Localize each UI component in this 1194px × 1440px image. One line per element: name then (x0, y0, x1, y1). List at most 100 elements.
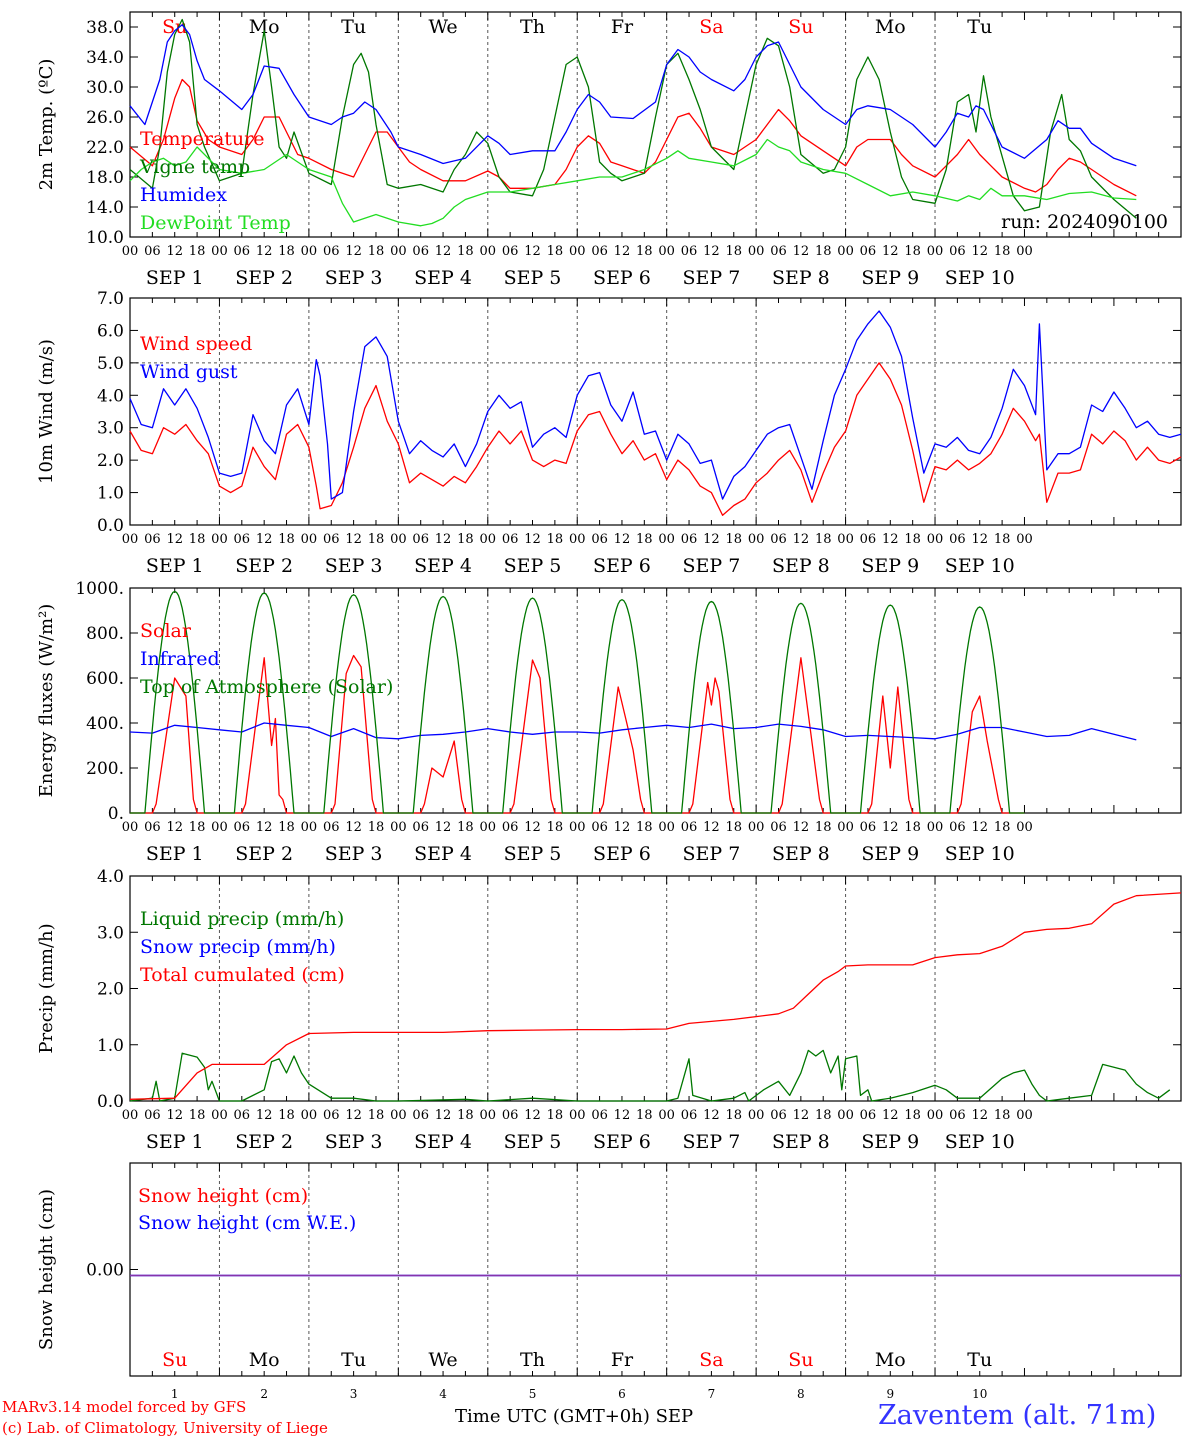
date-label: SEP 4 (414, 555, 472, 577)
day-abbr-top: Su (788, 16, 813, 38)
hour-tick-label: 12 (166, 820, 183, 835)
hour-tick-label: 00 (301, 820, 318, 835)
hour-tick-label: 18 (189, 1108, 206, 1123)
day-number: 8 (797, 1387, 805, 1401)
hour-tick-label: 00 (927, 244, 944, 259)
hour-tick-label: 00 (658, 244, 675, 259)
hour-tick-label: 12 (524, 532, 541, 547)
hour-tick-label: 12 (166, 1108, 183, 1123)
legend-snow_we: Snow height (cm W.E.) (138, 1212, 356, 1234)
hour-tick-label: 00 (837, 532, 854, 547)
date-label: SEP 3 (325, 1131, 383, 1153)
date-label: SEP 7 (682, 1131, 740, 1153)
hour-tick-label: 00 (301, 532, 318, 547)
date-label: SEP 1 (146, 555, 204, 577)
y-tick-label: 30.0 (86, 78, 124, 98)
y-axis-label: Snow height (cm) (36, 1189, 57, 1350)
y-axis-label: 2m Temp. (ºC) (36, 59, 57, 191)
hour-tick-label: 12 (524, 244, 541, 259)
legend-snow: Snow precip (mm/h) (140, 936, 336, 958)
hour-tick-label: 00 (837, 820, 854, 835)
day-abbr-bottom: Tu (967, 1349, 992, 1371)
date-label: SEP 2 (235, 555, 293, 577)
legend-temperature: Temperature (140, 128, 264, 150)
hour-tick-label: 06 (234, 820, 251, 835)
legend-humidex: Humidex (140, 184, 227, 206)
hour-tick-label: 00 (122, 532, 139, 547)
x-axis-title: Time UTC (GMT+0h) SEP (455, 1406, 694, 1427)
hour-tick-label: 12 (256, 532, 273, 547)
hour-tick-label: 12 (882, 244, 899, 259)
y-tick-label: 4.0 (97, 867, 124, 887)
hour-tick-label: 18 (547, 244, 564, 259)
hour-tick-label: 00 (211, 1108, 228, 1123)
hour-tick-label: 06 (412, 820, 429, 835)
y-tick-label: 1000. (75, 579, 124, 599)
hour-tick-label: 06 (502, 1108, 519, 1123)
hour-tick-label: 00 (480, 244, 497, 259)
hour-tick-label: 00 (1016, 1108, 1033, 1123)
hour-tick-label: 00 (658, 1108, 675, 1123)
hour-tick-label: 12 (793, 244, 810, 259)
hour-tick-label: 00 (301, 244, 318, 259)
hour-tick-label: 18 (278, 1108, 295, 1123)
panel-2-frame (129, 297, 1182, 526)
legend-infrared: Infrared (140, 648, 220, 670)
y-tick-label: 6.0 (97, 321, 124, 341)
day-number: 2 (260, 1387, 268, 1401)
hour-tick-label: 06 (770, 1108, 787, 1123)
series-toa (130, 590, 1025, 814)
hour-tick-label: 06 (591, 1108, 608, 1123)
y-tick-label: 5.0 (97, 354, 124, 374)
date-label: SEP 5 (504, 555, 562, 577)
y-tick-label: 0.0 (97, 516, 124, 536)
hour-tick-label: 18 (725, 1108, 742, 1123)
hour-tick-label: 00 (1016, 820, 1033, 835)
y-axis-label: Precip (mm/h) (36, 923, 57, 1053)
day-number: 3 (350, 1387, 358, 1401)
y-tick-label: 0. (108, 804, 124, 824)
day-abbr-bottom: Fr (611, 1349, 634, 1371)
hour-tick-label: 00 (569, 244, 586, 259)
date-label: SEP 10 (945, 1131, 1015, 1153)
hour-tick-label: 00 (569, 1108, 586, 1123)
hour-tick-label: 18 (636, 532, 653, 547)
hour-tick-label: 00 (390, 244, 407, 259)
hour-tick-label: 00 (748, 820, 765, 835)
day-abbr-bottom: We (428, 1349, 457, 1371)
hour-tick-label: 12 (703, 1108, 720, 1123)
hour-tick-label: 00 (748, 244, 765, 259)
hour-tick-label: 06 (949, 1108, 966, 1123)
date-label: SEP 8 (772, 267, 830, 289)
hour-tick-label: 18 (189, 532, 206, 547)
legend-cumulated: Total cumulated (cm) (140, 964, 345, 986)
hour-tick-label: 06 (770, 532, 787, 547)
day-abbr-bottom: Mo (875, 1349, 906, 1371)
day-number: 1 (171, 1387, 179, 1401)
hour-tick-label: 12 (524, 820, 541, 835)
y-tick-label: 4.0 (97, 386, 124, 406)
hour-tick-label: 06 (144, 820, 161, 835)
hour-tick-label: 18 (457, 1108, 474, 1123)
hour-tick-label: 00 (569, 820, 586, 835)
hour-tick-label: 18 (904, 1108, 921, 1123)
credit-model: MARv3.14 model forced by GFS (2, 1398, 247, 1416)
hour-tick-label: 00 (480, 1108, 497, 1123)
hour-tick-label: 06 (234, 532, 251, 547)
y-tick-label: 3.0 (97, 923, 124, 943)
hour-tick-label: 12 (614, 244, 631, 259)
hour-tick-label: 12 (345, 532, 362, 547)
hour-tick-label: 00 (122, 244, 139, 259)
day-abbr-top: We (428, 16, 457, 38)
hour-tick-label: 18 (368, 820, 385, 835)
day-number: 7 (708, 1387, 716, 1401)
hour-tick-label: 06 (412, 244, 429, 259)
hour-tick-label: 18 (815, 820, 832, 835)
date-label: SEP 10 (945, 555, 1015, 577)
legend-dewpoint: DewPoint Temp (140, 212, 291, 234)
hour-tick-label: 00 (658, 820, 675, 835)
hour-tick-label: 12 (166, 244, 183, 259)
hour-tick-label: 18 (904, 820, 921, 835)
day-abbr-top: Mo (249, 16, 280, 38)
hour-tick-label: 00 (480, 820, 497, 835)
